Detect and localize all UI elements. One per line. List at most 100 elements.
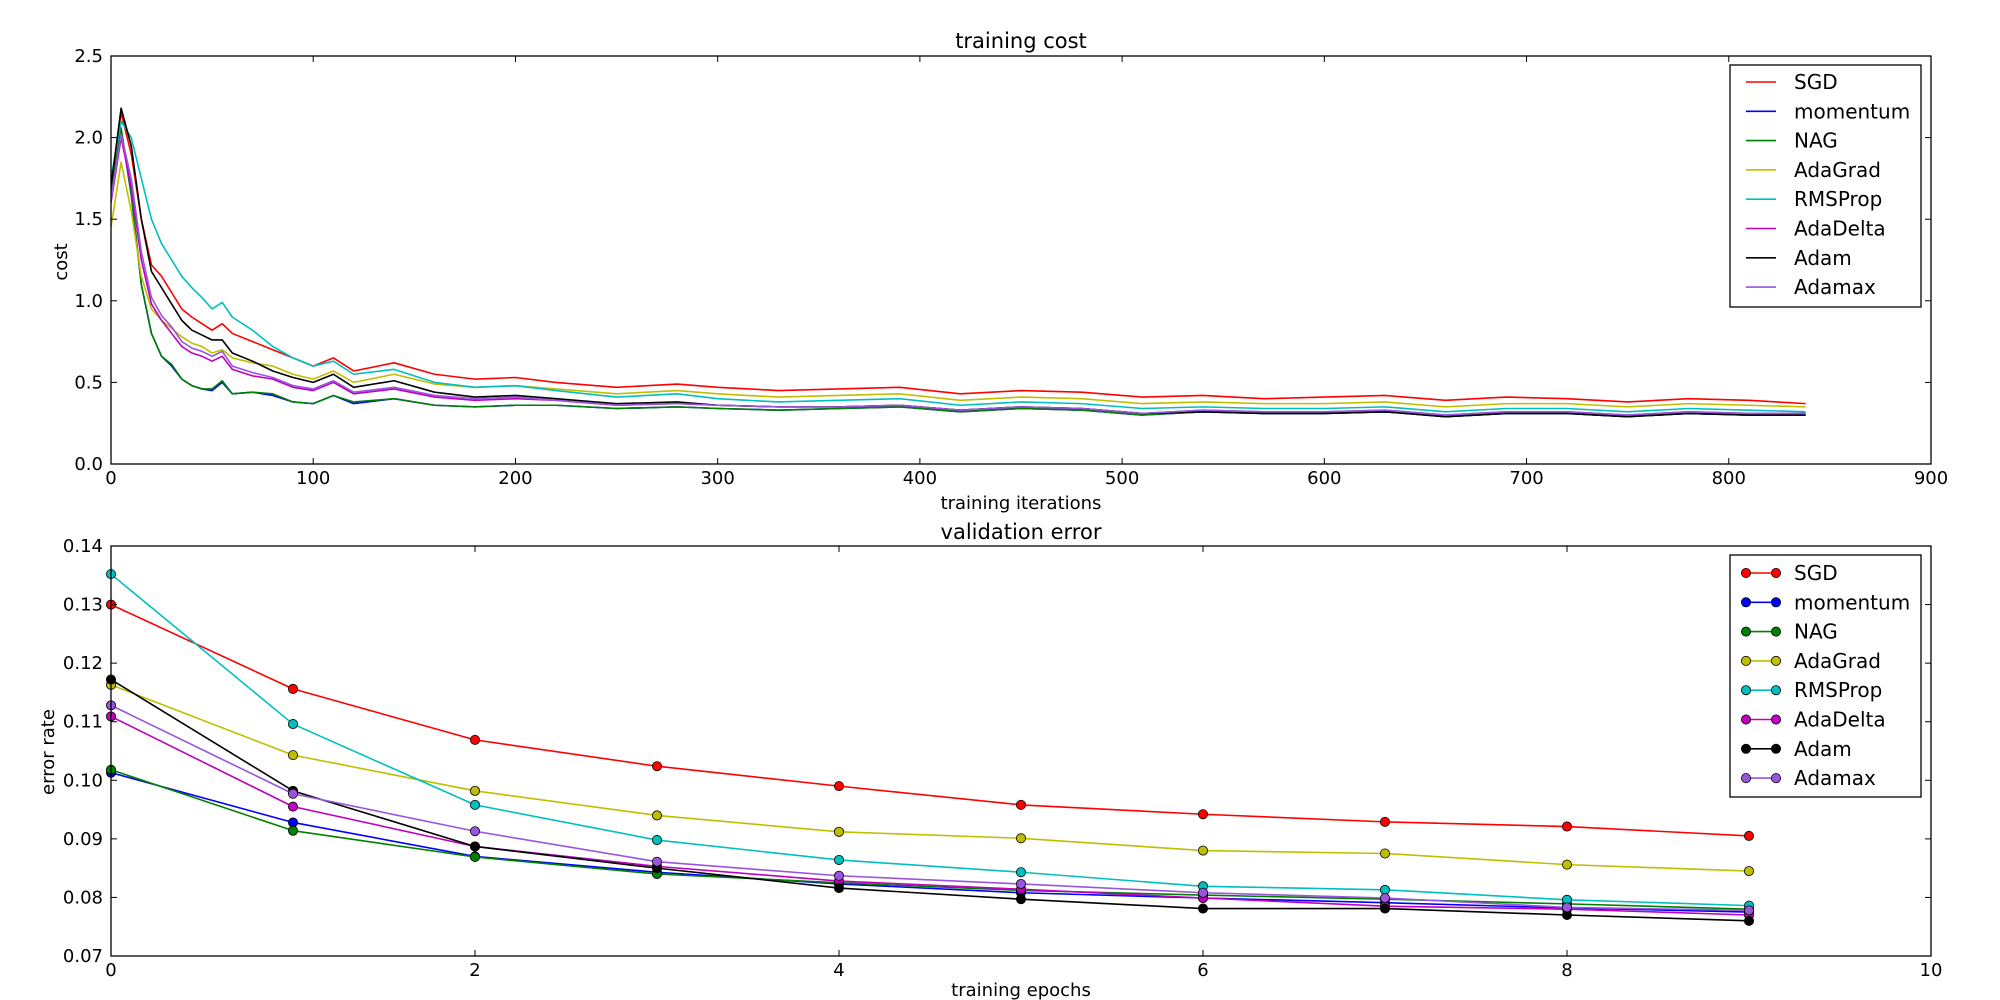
- legend-marker: [1741, 626, 1752, 637]
- series-line-sgd: [111, 603, 1750, 837]
- data-point-adagrad: [1562, 859, 1573, 870]
- x-tick-label: 900: [1914, 468, 1948, 489]
- data-point-adamax: [1562, 902, 1573, 913]
- data-point-sgd: [1744, 830, 1755, 841]
- data-point-sgd: [1380, 816, 1391, 827]
- legend-marker: [1771, 714, 1782, 725]
- data-point-adam: [1198, 903, 1209, 914]
- data-point-adamax: [1744, 905, 1755, 916]
- data-point-adam: [1380, 903, 1391, 914]
- data-point-sgd: [287, 683, 298, 694]
- data-point-adamax: [1380, 893, 1391, 904]
- legend-label-adagrad: AdaGrad: [1794, 158, 1881, 182]
- series-line-momentum: [111, 771, 1750, 913]
- chart-title: training cost: [955, 29, 1087, 53]
- legend-label-adadelta: AdaDelta: [1794, 708, 1886, 732]
- y-tick-label: 0.14: [63, 536, 103, 557]
- legend-marker: [1741, 655, 1752, 666]
- y-tick-label: 1.0: [74, 291, 103, 312]
- data-point-nag: [287, 825, 298, 836]
- data-point-adamax: [1016, 878, 1027, 889]
- y-tick-label: 2.5: [74, 46, 103, 67]
- data-point-sgd: [469, 734, 480, 745]
- y-tick-label: 0.13: [63, 595, 103, 616]
- chart-title: validation error: [941, 520, 1102, 544]
- series-line-rmsprop: [111, 573, 1750, 907]
- x-tick-label: 8: [1561, 960, 1572, 981]
- series-line-rmsprop: [111, 120, 1806, 413]
- legend-marker: [1741, 568, 1752, 579]
- legend-label-adadelta: AdaDelta: [1794, 217, 1886, 241]
- legend-label-rmsprop: RMSProp: [1794, 678, 1882, 702]
- x-axis-label: training epochs: [951, 980, 1091, 1000]
- x-tick-label: 800: [1712, 468, 1746, 489]
- x-tick-label: 700: [1509, 468, 1543, 489]
- data-point-rmsprop: [834, 854, 845, 865]
- y-tick-label: 0.08: [63, 887, 103, 908]
- series-line-adadelta: [111, 715, 1750, 916]
- data-point-adamax: [652, 856, 663, 867]
- legend-label-adam: Adam: [1794, 246, 1852, 270]
- legend-marker: [1741, 743, 1752, 754]
- legend-label-momentum: momentum: [1794, 590, 1910, 614]
- x-tick-label: 400: [903, 468, 937, 489]
- series-line-adamax: [111, 704, 1750, 912]
- legend-label-nag: NAG: [1794, 620, 1838, 644]
- validation-error-chart: validation error training epochs error r…: [38, 520, 1942, 1000]
- series-line-adagrad: [111, 684, 1750, 872]
- data-point-adagrad: [469, 785, 480, 796]
- x-tick-label: 6: [1197, 960, 1208, 981]
- data-point-adagrad: [834, 826, 845, 837]
- legend: SGD momentum NAG AdaGrad RMSProp AdaDelta Adam…: [1729, 554, 1922, 798]
- data-point-adagrad: [1380, 848, 1391, 859]
- plot-frame: [110, 55, 1932, 465]
- legend-marker: [1771, 773, 1782, 784]
- y-tick-label: 0.0: [74, 454, 103, 475]
- x-tick-label: 200: [498, 468, 532, 489]
- legend-label-rmsprop: RMSProp: [1794, 187, 1882, 211]
- data-point-sgd: [652, 761, 663, 772]
- data-point-adamax: [469, 826, 480, 837]
- y-tick-label: 1.5: [74, 209, 103, 230]
- data-point-sgd: [834, 781, 845, 792]
- data-point-adagrad: [652, 810, 663, 821]
- x-tick-label: 100: [296, 468, 330, 489]
- series-line-adam: [111, 678, 1750, 922]
- data-point-adamax: [834, 870, 845, 881]
- data-point-adagrad: [1198, 845, 1209, 856]
- legend-label-sgd: SGD: [1794, 70, 1838, 94]
- data-point-adam: [1744, 915, 1755, 926]
- y-tick-label: 0.12: [63, 653, 103, 674]
- legend-label-adam: Adam: [1794, 737, 1852, 761]
- y-tick-label: 0.09: [63, 829, 103, 850]
- y-tick-label: 0.07: [63, 946, 103, 967]
- data-point-adagrad: [1016, 833, 1027, 844]
- legend: SGD momentum NAG AdaGrad RMSProp AdaDelta Adam…: [1729, 64, 1922, 308]
- data-point-adamax: [1198, 887, 1209, 898]
- y-axis-label: cost: [51, 243, 72, 280]
- training-cost-chart: training cost training iterations cost 0…: [51, 29, 1948, 514]
- series-line-adagrad: [111, 161, 1806, 408]
- legend-marker: [1771, 597, 1782, 608]
- data-point-sgd: [1198, 809, 1209, 820]
- y-axis-label: error rate: [38, 709, 59, 795]
- data-point-adam: [1016, 894, 1027, 905]
- legend-marker: [1771, 568, 1782, 579]
- data-point-rmsprop: [1016, 867, 1027, 878]
- y-tick-label: 0.10: [63, 770, 103, 791]
- data-point-sgd: [1562, 821, 1573, 832]
- legend-label-momentum: momentum: [1794, 99, 1910, 123]
- x-tick-label: 0: [105, 468, 116, 489]
- legend-marker: [1741, 685, 1752, 696]
- y-tick-label: 0.11: [63, 712, 103, 733]
- legend-marker: [1741, 773, 1752, 784]
- legend-marker: [1771, 655, 1782, 666]
- data-point-adadelta: [287, 801, 298, 812]
- data-point-sgd: [1016, 799, 1027, 810]
- series-line-nag: [111, 768, 1750, 910]
- legend-marker: [1771, 743, 1782, 754]
- legend-label-nag: NAG: [1794, 129, 1838, 153]
- legend-label-adagrad: AdaGrad: [1794, 649, 1881, 673]
- y-tick-label: 2.0: [74, 128, 103, 149]
